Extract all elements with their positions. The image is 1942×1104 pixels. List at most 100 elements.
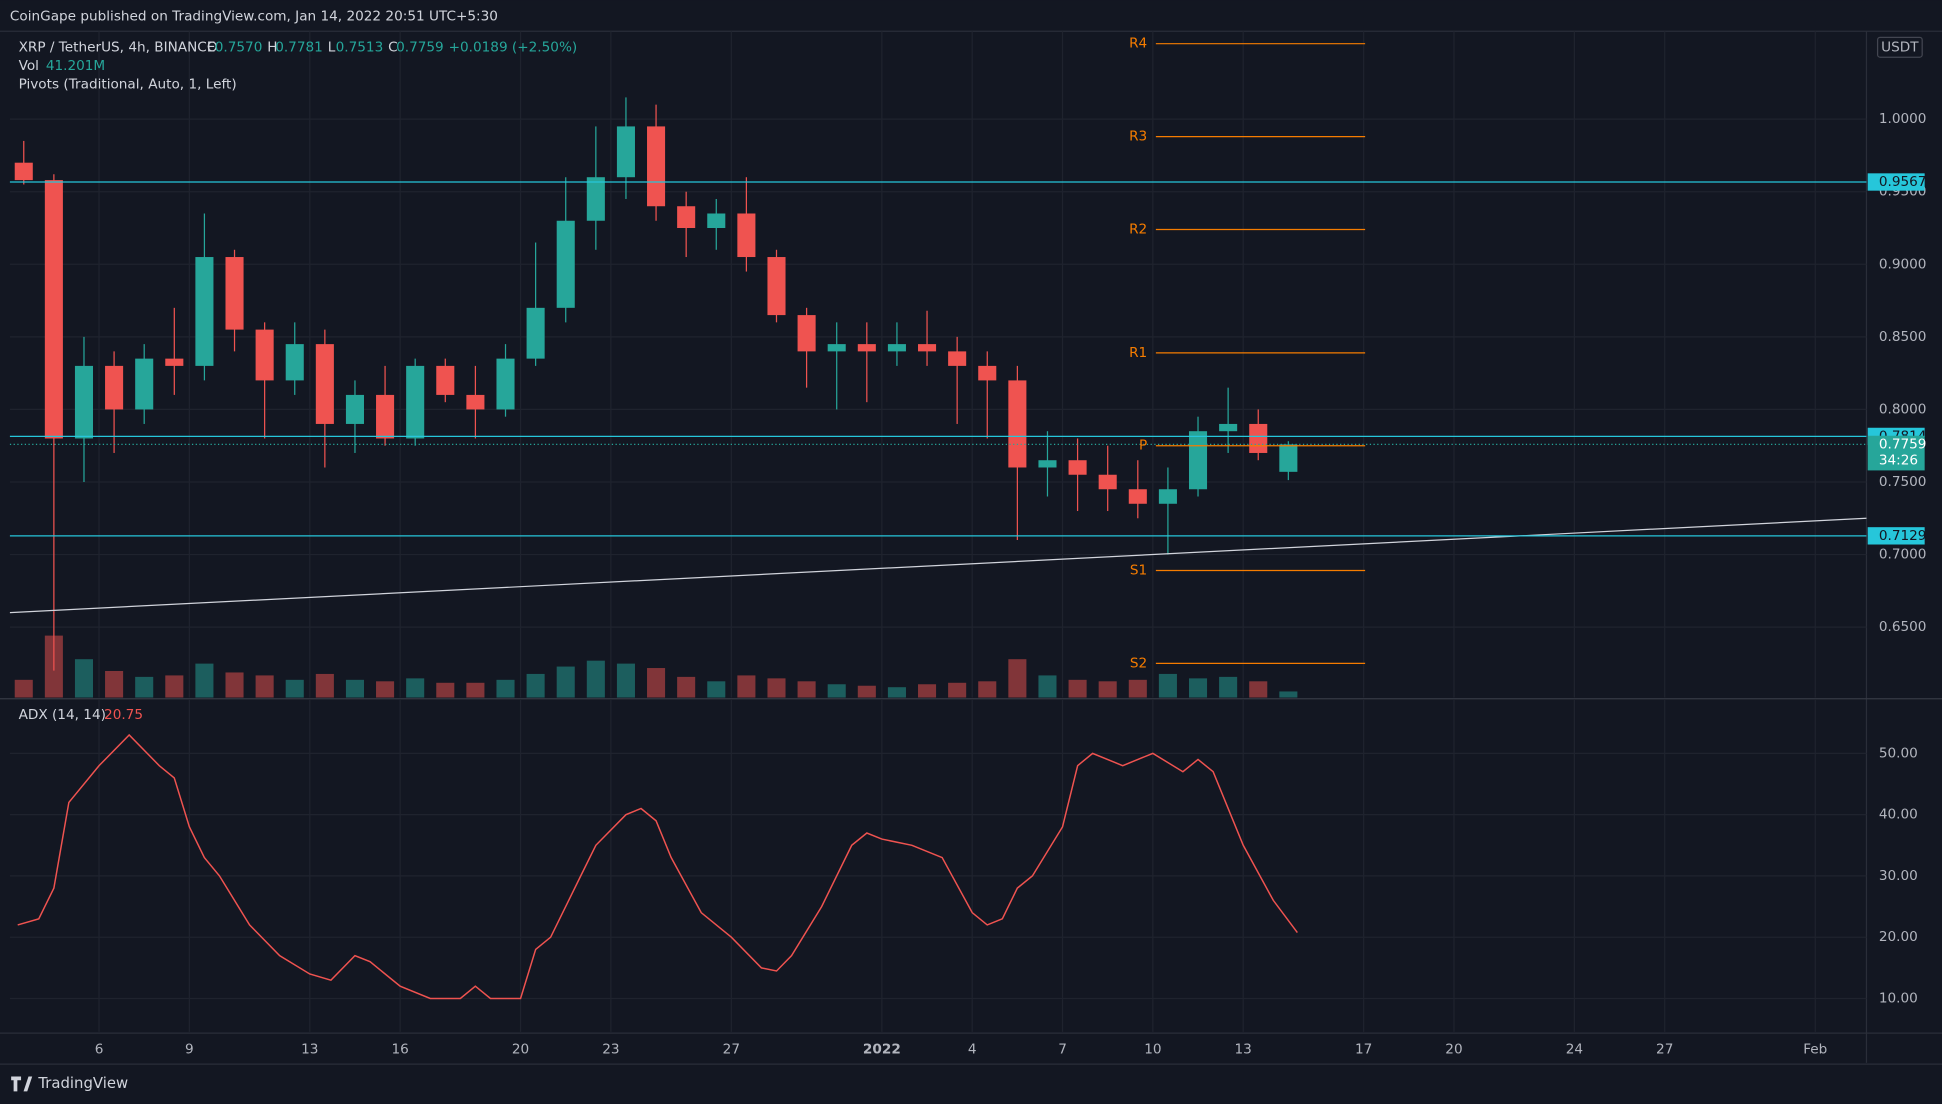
candle-body bbox=[586, 177, 605, 221]
candle-body bbox=[1068, 460, 1087, 475]
volume-bar bbox=[556, 666, 575, 698]
candle-body bbox=[887, 344, 906, 352]
volume-bar bbox=[466, 682, 485, 698]
countdown: 34:26 bbox=[1879, 453, 1918, 469]
volume-bar bbox=[767, 678, 786, 698]
y-tick-label: 20.00 bbox=[1879, 929, 1918, 945]
candle-body bbox=[1279, 444, 1298, 472]
x-tick-label: 23 bbox=[602, 1041, 619, 1057]
candle-body bbox=[225, 257, 244, 330]
candle-body bbox=[436, 365, 455, 395]
volume-bar bbox=[1188, 678, 1208, 698]
candle-body bbox=[406, 365, 425, 439]
candle-body bbox=[135, 358, 154, 410]
volume-bar bbox=[918, 684, 937, 698]
current-price-label: 0.7759 bbox=[1879, 436, 1927, 452]
logo bbox=[11, 1076, 33, 1092]
pivots-title: Pivots (Traditional, Auto, 1, Left) bbox=[19, 76, 237, 92]
volume-bar bbox=[406, 678, 425, 698]
candle-body bbox=[737, 213, 756, 258]
candle-body bbox=[315, 344, 334, 424]
volume-bar bbox=[105, 670, 124, 698]
candle-body bbox=[948, 351, 967, 366]
x-tick-label: 24 bbox=[1566, 1041, 1583, 1057]
volume-value: 41.201M bbox=[46, 58, 105, 74]
pivot-label: R3 bbox=[1129, 129, 1147, 145]
volume-bar bbox=[1068, 679, 1087, 698]
ohlc-value: 0.7513 bbox=[336, 39, 384, 55]
candle-body bbox=[1038, 460, 1057, 468]
volume-bar bbox=[165, 675, 184, 698]
current-price-box bbox=[1867, 435, 1925, 471]
volume-bar bbox=[255, 675, 274, 698]
currency-box bbox=[1876, 36, 1923, 58]
y-tick-label: 30.00 bbox=[1879, 868, 1918, 884]
volume-bar bbox=[887, 687, 906, 698]
indicator-value: 20.75 bbox=[104, 707, 143, 723]
ohlc-key: O bbox=[207, 39, 218, 55]
candle-body bbox=[918, 344, 937, 352]
trendline bbox=[9, 517, 1867, 614]
candle-body bbox=[1249, 423, 1268, 453]
price-label-box bbox=[1867, 173, 1925, 191]
volume-bar bbox=[195, 663, 214, 698]
price-label: 0.7129 bbox=[1879, 528, 1927, 544]
ohlc-key: C bbox=[388, 39, 398, 55]
y-tick-label: 40.00 bbox=[1879, 807, 1918, 823]
x-tick-label: 13 bbox=[1235, 1041, 1252, 1057]
candle-body bbox=[978, 365, 997, 381]
volume-bar bbox=[586, 660, 605, 698]
candle-body bbox=[647, 126, 666, 207]
candle-body bbox=[556, 220, 575, 308]
volume-bar bbox=[647, 668, 666, 698]
candle-body bbox=[74, 365, 94, 439]
candle-body bbox=[1128, 489, 1147, 504]
pivot-label: P bbox=[1139, 438, 1147, 454]
volume-bar bbox=[827, 684, 846, 698]
x-tick-label: 17 bbox=[1355, 1041, 1372, 1057]
currency-label: USDT bbox=[1881, 39, 1919, 55]
candle-body bbox=[165, 358, 184, 366]
x-tick-label: Feb bbox=[1803, 1041, 1827, 1057]
candle-body bbox=[376, 394, 395, 439]
x-tick-label: 16 bbox=[391, 1041, 408, 1057]
symbol-title: XRP / TetherUS, 4h, BINANCE bbox=[19, 39, 216, 55]
x-tick-label: 27 bbox=[723, 1041, 740, 1057]
candle-body bbox=[1188, 431, 1208, 490]
candle-body bbox=[526, 307, 545, 359]
y-tick-label: 0.9000 bbox=[1879, 256, 1927, 272]
volume-bar bbox=[1008, 659, 1027, 698]
candle-body bbox=[1219, 423, 1238, 432]
y-tick-label: 1.0000 bbox=[1879, 111, 1927, 127]
x-tick-label: 4 bbox=[968, 1041, 977, 1057]
volume-bar bbox=[677, 676, 696, 698]
candle-body bbox=[767, 257, 786, 316]
x-tick-label: 20 bbox=[1445, 1041, 1462, 1057]
candle-body bbox=[1158, 489, 1177, 504]
pivot-label: S1 bbox=[1130, 563, 1147, 579]
x-tick-label: 27 bbox=[1656, 1041, 1673, 1057]
ohlc-value: +0.0189 (+2.50%) bbox=[449, 39, 578, 55]
x-tick-label: 7 bbox=[1058, 1041, 1067, 1057]
volume-bar bbox=[948, 682, 967, 698]
x-tick-label: 2022 bbox=[863, 1041, 901, 1057]
volume-bar bbox=[225, 672, 244, 698]
y-tick-label: 0.6500 bbox=[1879, 619, 1927, 635]
y-tick-label: 0.8500 bbox=[1879, 329, 1927, 345]
candle-body bbox=[345, 394, 364, 424]
volume-bar bbox=[526, 673, 545, 698]
y-tick-label: 0.7000 bbox=[1879, 547, 1927, 563]
volume-bar bbox=[285, 679, 304, 698]
volume-bar bbox=[74, 659, 94, 698]
pivot-label: S2 bbox=[1130, 655, 1147, 671]
candle-body bbox=[255, 329, 274, 381]
candle-body bbox=[105, 365, 124, 410]
volume-bar bbox=[1038, 675, 1057, 698]
candle-body bbox=[707, 213, 726, 229]
ohlc-value: 0.7759 bbox=[396, 39, 444, 55]
indicator-title: ADX (14, 14) bbox=[19, 707, 106, 723]
volume-bar bbox=[978, 681, 997, 698]
pivot-label: R2 bbox=[1129, 221, 1147, 237]
x-tick-label: 6 bbox=[95, 1041, 104, 1057]
